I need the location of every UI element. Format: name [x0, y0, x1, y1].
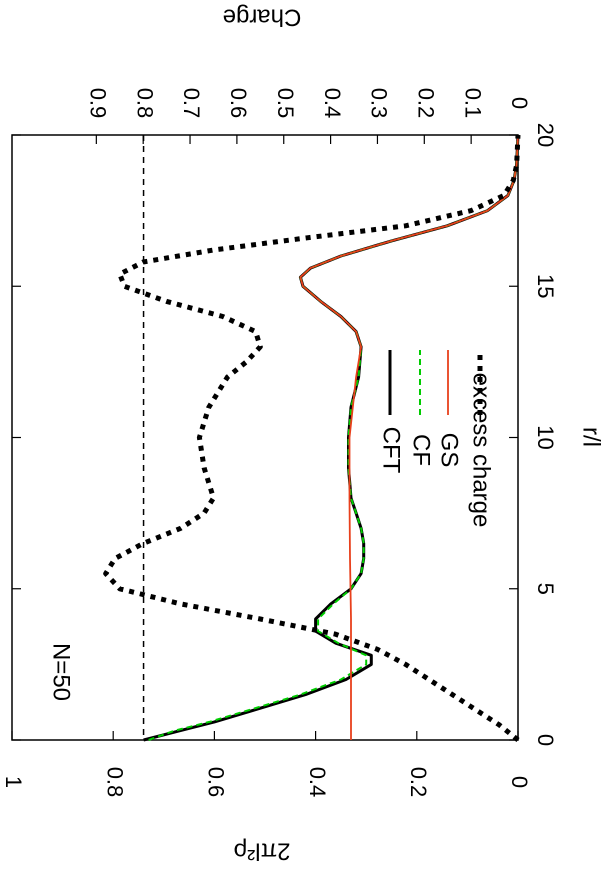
x-tick-label: 15	[533, 274, 558, 298]
y2-tick-label: 0.8	[132, 88, 157, 119]
y2-tick-label: 0.4	[320, 88, 345, 119]
y-tick-label: 0	[507, 776, 532, 788]
y-tick-label: 1	[1, 776, 26, 788]
x-tick-label: 10	[533, 425, 558, 449]
y2-axis-title: Charge	[223, 4, 302, 31]
y2-tick-label: 0.7	[179, 88, 204, 119]
plot-area: 0510152000.20.40.60.8100.10.20.30.40.50.…	[1, 4, 603, 865]
y2-tick-label: 0.2	[413, 88, 438, 119]
y2-tick-label: 0.6	[226, 88, 251, 119]
x-tick-label: 20	[533, 123, 558, 147]
x-tick-label: 5	[533, 583, 558, 595]
legend-label: GS	[436, 433, 463, 468]
series-line-gs	[299, 134, 519, 740]
y2-tick-label: 0.1	[460, 88, 485, 119]
annotation-n50: N=50	[48, 643, 75, 701]
y-tick-label: 0.2	[406, 767, 431, 798]
y-tick-label: 0.4	[305, 767, 330, 798]
legend-label: CFT	[378, 427, 405, 474]
y-tick-label: 0.8	[102, 767, 127, 798]
y2-tick-label: 0.3	[367, 88, 392, 119]
x-tick-label: 0	[533, 734, 558, 746]
y2-tick-label: 0.5	[273, 88, 298, 119]
y2-tick-label: 0	[507, 97, 532, 109]
legend-label: excess charge	[468, 373, 495, 528]
y-axis-title: 2πl²ρ	[234, 838, 291, 865]
x-axis-title: r/l	[578, 427, 603, 447]
y-tick-label: 0.6	[204, 767, 229, 798]
legend-label: CF	[408, 434, 435, 466]
y2-tick-label: 0.9	[86, 88, 111, 119]
